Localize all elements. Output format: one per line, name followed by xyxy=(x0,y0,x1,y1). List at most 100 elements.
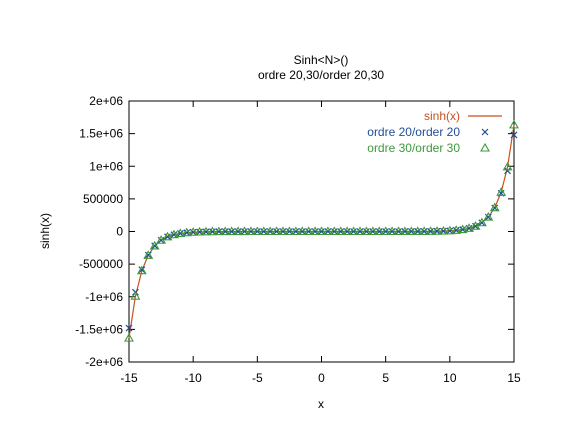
x-tick-label: -5 xyxy=(252,371,263,385)
legend-label: ordre 30/order 30 xyxy=(367,141,460,155)
y-tick-label: 1e+06 xyxy=(89,159,123,173)
x-tick-label: 5 xyxy=(382,371,389,385)
data-point xyxy=(446,227,454,235)
data-point xyxy=(348,226,359,236)
data-point xyxy=(438,225,449,235)
data-point xyxy=(433,227,441,235)
data-point xyxy=(395,228,402,235)
legend: sinh(x) ordre 20/order 20 ordre 30/order 3… xyxy=(367,109,502,155)
data-point xyxy=(157,236,165,244)
data-point xyxy=(407,228,415,235)
data-point xyxy=(258,226,269,236)
data-point xyxy=(484,213,492,221)
data-point xyxy=(194,226,205,236)
data-point xyxy=(464,223,475,232)
data-point xyxy=(509,119,519,129)
data-point xyxy=(412,226,423,235)
data-point xyxy=(420,227,428,235)
legend-label: ordre 20/order 20 xyxy=(367,125,460,139)
data-point xyxy=(337,228,345,235)
data-point xyxy=(382,228,390,235)
data-point xyxy=(406,226,417,236)
data-point xyxy=(387,226,398,236)
data-point xyxy=(419,226,430,235)
data-point xyxy=(201,226,211,236)
data-point xyxy=(303,226,314,236)
x-tick-label: -15 xyxy=(120,371,138,385)
y-tick-label: -1.5e+06 xyxy=(75,322,123,336)
data-point xyxy=(355,226,365,236)
legend-swatch xyxy=(480,142,490,152)
data-point xyxy=(221,228,229,235)
data-point xyxy=(234,228,242,235)
data-point xyxy=(311,228,319,235)
data-point xyxy=(215,228,223,236)
data-point xyxy=(310,226,321,236)
data-point xyxy=(457,224,468,234)
data-point xyxy=(330,228,338,235)
series-layer xyxy=(124,119,519,342)
data-point xyxy=(175,228,186,238)
data-point xyxy=(292,228,300,235)
data-point xyxy=(425,226,436,235)
data-point xyxy=(162,231,173,241)
data-point xyxy=(472,222,479,230)
data-point xyxy=(329,226,340,236)
data-point xyxy=(233,226,244,236)
data-point xyxy=(439,227,447,235)
x-axis-label: x xyxy=(318,397,324,411)
y-tick-label: -500000 xyxy=(79,257,123,271)
data-point xyxy=(278,226,288,236)
y-tick-label: -2e+06 xyxy=(85,355,123,369)
data-point xyxy=(189,228,197,236)
data-point xyxy=(271,226,282,236)
data-point xyxy=(188,227,199,236)
data-point xyxy=(196,228,204,236)
data-point xyxy=(239,226,250,236)
data-point xyxy=(151,242,159,250)
series-points-1 xyxy=(125,131,518,332)
data-point xyxy=(297,226,308,236)
data-point xyxy=(367,226,378,236)
data-point xyxy=(502,161,513,171)
data-point xyxy=(149,240,160,250)
x-tick-label: 10 xyxy=(443,371,457,385)
data-point xyxy=(491,204,499,212)
axis-ticks: -15 -10 -5 0 5 10 15 -2e+06 -1.5e+06 -1e+06 -50000… xyxy=(75,94,521,385)
data-point xyxy=(202,228,210,236)
data-point xyxy=(380,226,391,236)
data-point xyxy=(342,226,353,236)
data-point xyxy=(213,226,224,236)
data-point xyxy=(305,228,313,235)
data-point xyxy=(130,291,141,300)
data-point xyxy=(478,219,486,227)
data-point xyxy=(228,228,236,235)
data-point xyxy=(208,228,216,236)
chart-subtitle: ordre 20,30/order 20,30 xyxy=(258,68,384,82)
x-tick-label: -10 xyxy=(184,371,202,385)
chart-title: Sinh<N>() xyxy=(294,53,349,67)
data-point xyxy=(369,228,377,235)
data-point xyxy=(253,228,261,235)
data-point xyxy=(362,228,370,235)
x-tick-label: 0 xyxy=(318,371,325,385)
data-point xyxy=(124,333,134,342)
data-point xyxy=(136,265,147,275)
data-point xyxy=(393,226,404,236)
y-tick-label: -1e+06 xyxy=(85,290,123,304)
data-point xyxy=(432,226,442,235)
data-point xyxy=(245,226,256,236)
data-point xyxy=(510,131,518,139)
data-point xyxy=(266,228,274,235)
y-axis-label: sinh(x) xyxy=(38,213,52,249)
data-point xyxy=(143,250,154,259)
data-point xyxy=(138,266,146,274)
data-point xyxy=(285,228,293,235)
data-point xyxy=(183,229,191,237)
data-point xyxy=(343,228,351,235)
series-points-2 xyxy=(124,119,519,342)
data-point xyxy=(181,227,192,237)
data-point xyxy=(298,228,306,235)
data-point xyxy=(350,228,358,235)
data-point xyxy=(125,324,133,332)
